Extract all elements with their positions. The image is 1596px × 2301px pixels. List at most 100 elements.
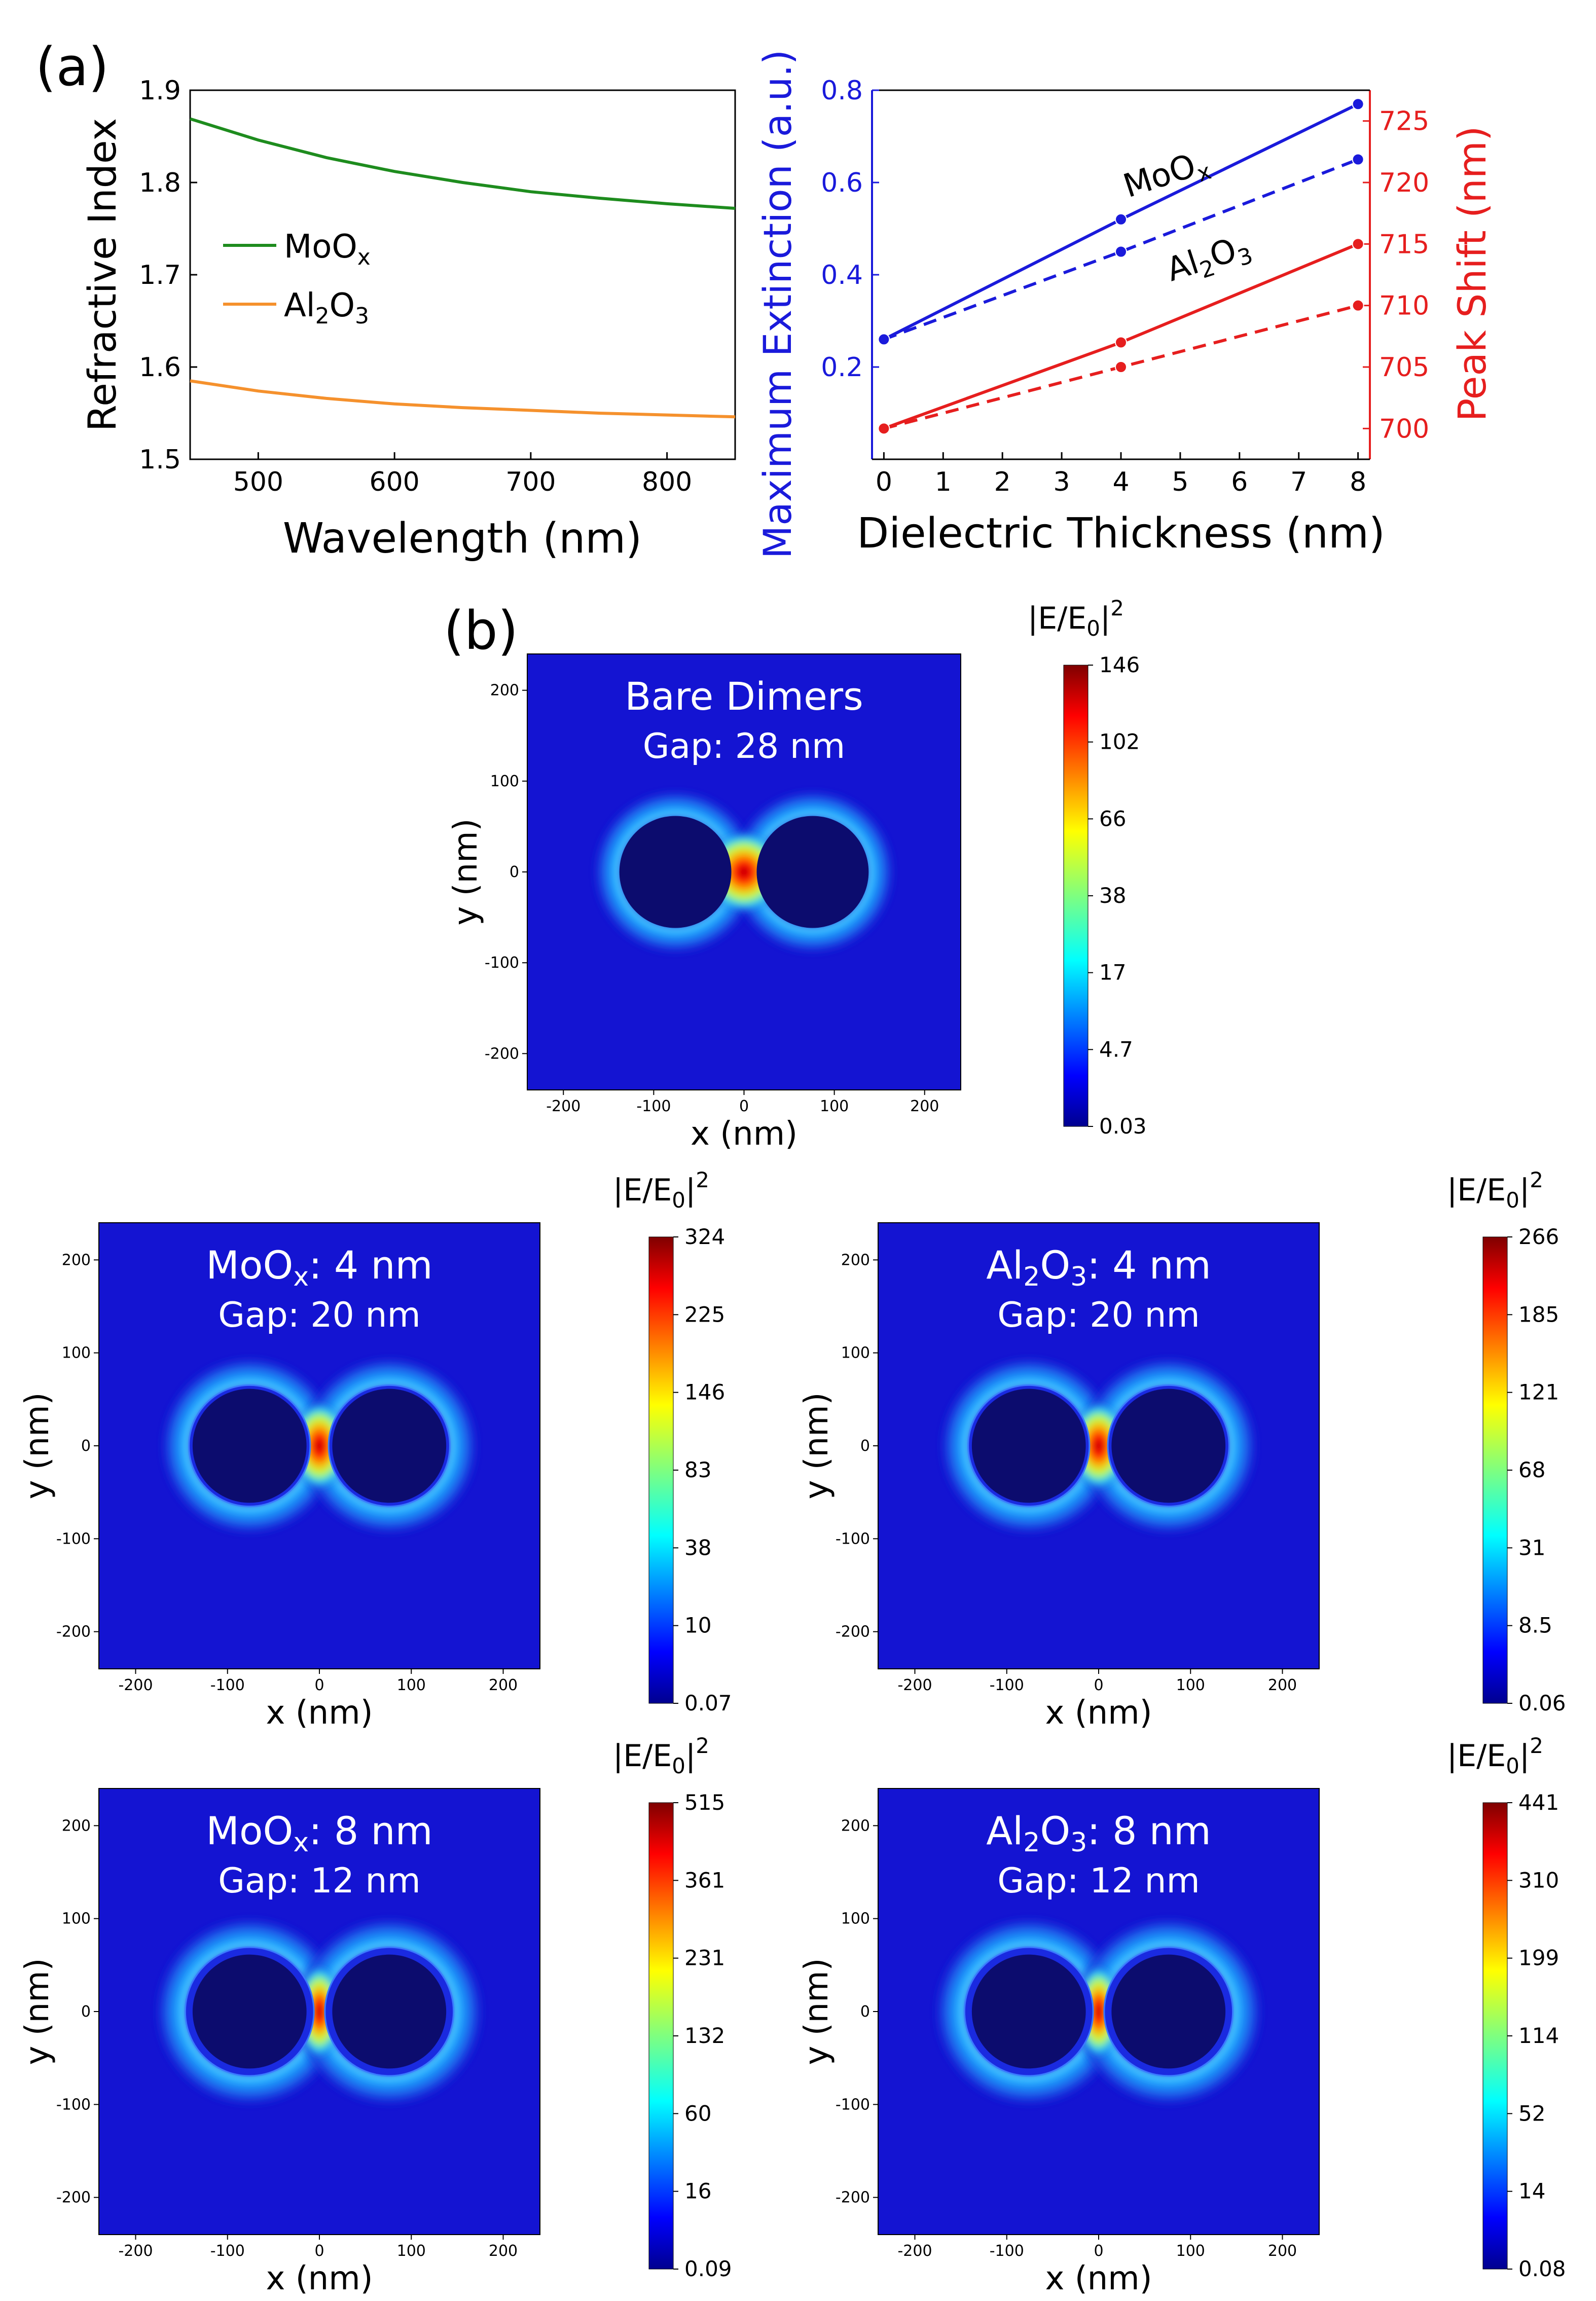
chart2-ltick-label: 0.4 — [821, 260, 863, 290]
colorbar-title: |E/E0|2 — [1447, 1733, 1543, 1778]
chart2-rtick-label: 720 — [1379, 168, 1429, 198]
heatmap-ytick-label: 200 — [62, 1251, 91, 1269]
heatmap-ylabel: y (nm) — [447, 818, 485, 925]
heatmap-xtick-label: 100 — [397, 1676, 426, 1694]
heatmap-xlabel: x (nm) — [266, 2260, 373, 2297]
colorbar-tick-label: 515 — [684, 1790, 725, 1815]
colorbar-tick-label: 0.08 — [1518, 2256, 1566, 2281]
heatmap-bare: -200 -200 -100 -100 0 0 100 100 200 200 x (nm) y (n… — [447, 596, 1147, 1153]
chart1-xtick-label: 500 — [233, 467, 283, 497]
chart2-xtick-label: 3 — [1054, 467, 1070, 497]
heatmap-ytick-label: 100 — [490, 773, 519, 790]
nanoparticle — [192, 1954, 307, 2069]
heatmap-xtick-label: 100 — [1176, 1676, 1205, 1694]
nanoparticle — [971, 1954, 1086, 2069]
heatmap-xtick-label: -200 — [118, 1676, 153, 1694]
colorbar-title-sub: 0 — [1506, 1188, 1519, 1213]
heatmap-ytick-label: -100 — [836, 1530, 870, 1548]
chart1-xtick-label: 600 — [369, 467, 419, 497]
colorbar-title-sub: 0 — [1506, 1754, 1519, 1778]
colorbar-tick-label: 31 — [1518, 1535, 1545, 1560]
nanoparticle — [756, 816, 869, 928]
heatmap-xtick-label: -100 — [990, 2242, 1024, 2260]
colorbar — [1482, 1802, 1508, 2270]
colorbar-title: |E/E0|2 — [613, 1167, 709, 1213]
chart2-point — [1352, 299, 1364, 312]
colorbar-tick-label: 132 — [684, 2023, 725, 2048]
colorbar-title-end: | — [1100, 601, 1110, 636]
heatmap-xtick-label: 0 — [739, 1098, 749, 1115]
colorbar — [1063, 665, 1089, 1127]
chart2-xtick-label: 8 — [1350, 467, 1366, 497]
colorbar-tick-label: 225 — [684, 1302, 725, 1327]
colorbar-title-sup: 2 — [1530, 1167, 1543, 1192]
heatmap-ytick-label: -200 — [836, 2189, 870, 2207]
colorbar-tick-label: 14 — [1518, 2179, 1545, 2204]
heatmap-title-part: MoO — [206, 1808, 293, 1853]
chart1-ytick-label: 1.5 — [139, 445, 181, 475]
heatmap-xtick-label: 0 — [314, 1676, 324, 1694]
heatmap-xtick-label: 100 — [397, 2242, 426, 2260]
heatmap-title-line2: Gap: 20 nm — [218, 1295, 421, 1335]
colorbar-tick-label: 266 — [1518, 1224, 1559, 1249]
colorbar-tick-label: 441 — [1518, 1790, 1559, 1815]
colorbar-tick-label: 146 — [684, 1380, 725, 1405]
annotation-al2o3: Al2O3 — [1162, 227, 1256, 294]
heatmap-ylabel: y (nm) — [798, 1958, 836, 2065]
chart2-point — [1352, 153, 1364, 166]
heatmap-xtick-label: 0 — [314, 2242, 324, 2260]
colorbar-title-sup: 2 — [696, 1733, 709, 1758]
colorbar-title-main: |E/E — [1447, 1173, 1506, 1208]
chart2-ltick-label: 0.6 — [821, 168, 863, 198]
heatmap-xtick-label: -100 — [990, 1676, 1024, 1694]
heatmap-ytick-label: -100 — [56, 2096, 91, 2113]
colorbar-tick-label: 38 — [684, 1535, 711, 1560]
heatmap-xtick-label: -200 — [897, 1676, 932, 1694]
chart2-ltick-label: 0.8 — [821, 76, 863, 106]
heatmap-title-part: : 8 nm — [1087, 1808, 1211, 1853]
heatmap-title-part: : 8 nm — [309, 1808, 432, 1853]
colorbar-tick-label: 52 — [1518, 2101, 1545, 2126]
colorbar-title-end: | — [685, 1173, 696, 1208]
heatmap-ytick-label: 0 — [510, 863, 519, 881]
heatmap-title-part: O — [1040, 1243, 1070, 1288]
colorbar-title-sup: 2 — [696, 1167, 709, 1192]
colorbar — [648, 1802, 674, 2270]
heatmap-ytick-label: 100 — [841, 1344, 870, 1362]
heatmap-xtick-label: 200 — [1268, 2242, 1297, 2260]
heatmap-ytick-label: 200 — [841, 1251, 870, 1269]
colorbar-tick-label: 102 — [1099, 729, 1140, 754]
heatmap-ytick-label: 0 — [81, 2003, 91, 2021]
heatmap-title-line2: Gap: 28 nm — [643, 726, 846, 766]
colorbar-tick-label: 10 — [684, 1613, 711, 1638]
heatmap-ytick-label: -100 — [56, 1530, 91, 1548]
chart2-point — [1115, 361, 1127, 373]
chart1-ytick-label: 1.7 — [139, 260, 181, 290]
nanoparticle — [332, 1954, 447, 2069]
heatmap-moox8: -200 -200 -100 -100 0 0 100 100 200 200 x (nm) y (n… — [19, 1733, 732, 2297]
nanoparticle — [971, 1389, 1086, 1503]
colorbar-tick-label: 114 — [1518, 2023, 1559, 2048]
panel-label-a: (a) — [35, 36, 109, 98]
heatmap-title-part: 2 — [1023, 1262, 1040, 1292]
colorbar-title: |E/E0|2 — [613, 1733, 709, 1778]
chart2-xtick-label: 1 — [935, 467, 952, 497]
chart2-xtick-label: 4 — [1112, 467, 1129, 497]
colorbar-tick-label: 4.7 — [1099, 1037, 1133, 1062]
heatmap-title-part: x — [293, 1828, 309, 1858]
chart2-ylabel-right: Peak Shift (nm) — [1449, 126, 1495, 421]
colorbar-tick-label: 361 — [684, 1868, 725, 1892]
heatmap-title-part: Al — [986, 1808, 1023, 1853]
colorbar-tick-label: 8.5 — [1518, 1613, 1552, 1638]
panel-label-b: (b) — [444, 600, 518, 662]
chart1-series-line-0 — [190, 117, 736, 210]
heatmap-xtick-label: 0 — [1094, 2242, 1103, 2260]
colorbar-tick-label: 16 — [684, 2179, 711, 2204]
heatmap-ytick-label: 200 — [62, 1817, 91, 1835]
chart1-ylabel: Refractive Index — [80, 118, 125, 432]
heatmap-ytick-label: 100 — [62, 1344, 91, 1362]
heatmap-title-part: 2 — [1023, 1828, 1040, 1858]
chart1-frame — [189, 89, 736, 460]
heatmap-xtick-label: 200 — [489, 1676, 518, 1694]
